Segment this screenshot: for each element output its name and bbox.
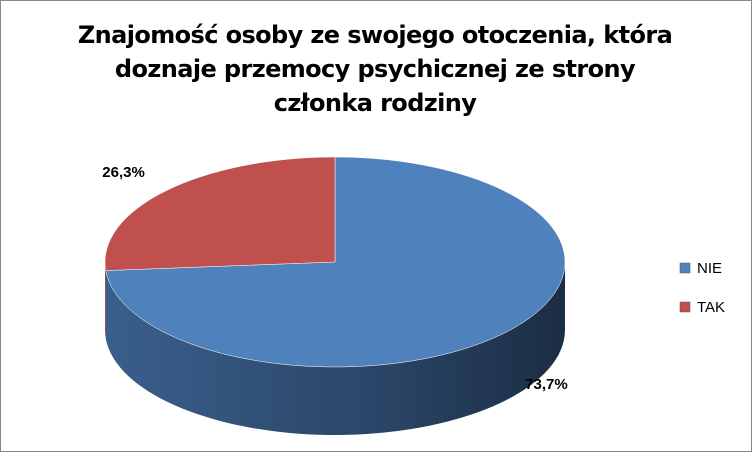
data-label: 26,3%	[102, 164, 145, 181]
legend-label: NIE	[697, 260, 722, 277]
legend-label: TAK	[697, 299, 725, 316]
pie-slice	[104, 156, 336, 271]
legend-swatch	[679, 262, 691, 274]
pie-side	[105, 262, 565, 435]
legend-swatch	[679, 301, 691, 313]
pie-side	[105, 262, 106, 339]
data-label: 73,7%	[525, 376, 568, 393]
pie-slice	[105, 156, 566, 368]
chart-title: Znajomość osoby ze swojego otoczenia, kt…	[77, 21, 673, 117]
